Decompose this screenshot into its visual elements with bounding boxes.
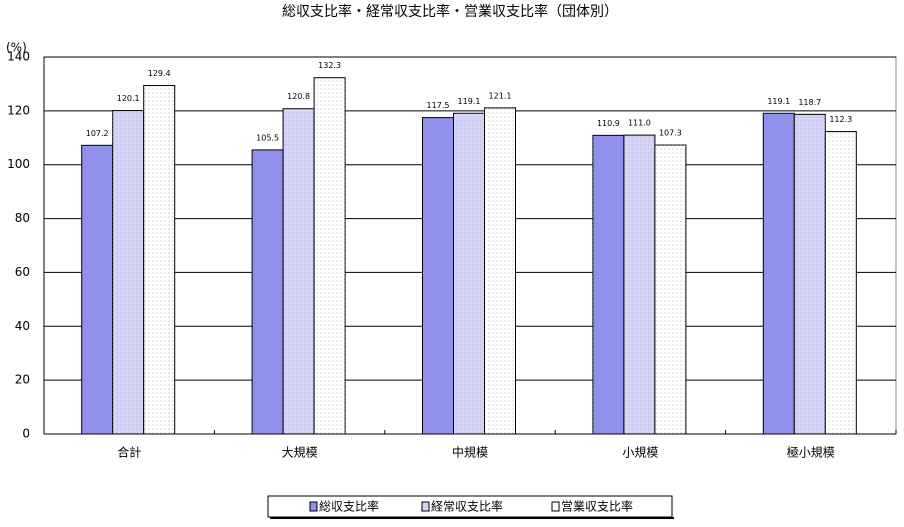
value-label: 119.1 [767,97,790,106]
y-tick-label: 120 [7,103,30,117]
bar-texture [112,110,144,434]
value-label: 121.1 [489,91,512,100]
legend-shadow [270,517,674,519]
bar-texture [794,114,826,435]
value-label: 132.3 [318,61,341,70]
y-tick-label: 20 [15,373,30,387]
value-label: 129.4 [148,69,171,78]
legend-swatch [551,501,560,512]
legend-label: 経常収支比率 [431,499,503,514]
bar-texture [283,108,315,435]
x-tick-label: 大規模 [282,445,318,460]
x-tick-label: 極小規模 [787,445,835,460]
bar-texture [623,135,655,435]
bar-texture [422,117,454,434]
legend-swatch [421,501,430,512]
value-label: 119.1 [458,97,481,106]
y-tick-label: 0 [22,427,30,441]
value-label: 120.8 [287,92,310,101]
bar-texture [825,131,857,434]
bar-texture [453,113,485,435]
value-label: 105.5 [256,133,279,142]
legend-label: 営業収支比率 [561,499,633,514]
bar-texture [763,113,795,435]
value-label: 120.1 [117,94,140,103]
y-tick-label: 140 [7,50,30,64]
bar-texture [252,149,284,434]
y-tick-label: 40 [15,319,30,333]
y-tick-label: 100 [7,157,30,171]
y-axis-label: (%) [6,41,27,55]
x-tick-label: 中規模 [452,445,488,460]
x-tick-label: 合計 [117,445,141,460]
value-label: 111.0 [628,119,651,128]
chart-title: 総収支比率・経常収支比率・営業収支比率（団体別） [282,3,618,20]
value-label: 112.3 [829,115,852,124]
legend-label: 総収支比率 [319,499,379,514]
legend-swatch [309,501,318,512]
bar-texture [143,85,175,435]
value-label: 107.2 [86,129,109,138]
bar-texture [654,145,686,434]
value-label: 110.9 [597,119,620,128]
bar-texture [81,145,113,434]
bar-texture [484,107,516,435]
y-tick-label: 80 [15,211,30,225]
value-label: 107.3 [659,129,682,138]
value-label: 118.7 [798,98,821,107]
x-tick-label: 小規模 [622,445,658,460]
y-tick-label: 60 [15,265,30,279]
bar-texture [592,135,624,435]
value-label: 117.5 [427,101,450,110]
bar-texture [314,77,346,435]
